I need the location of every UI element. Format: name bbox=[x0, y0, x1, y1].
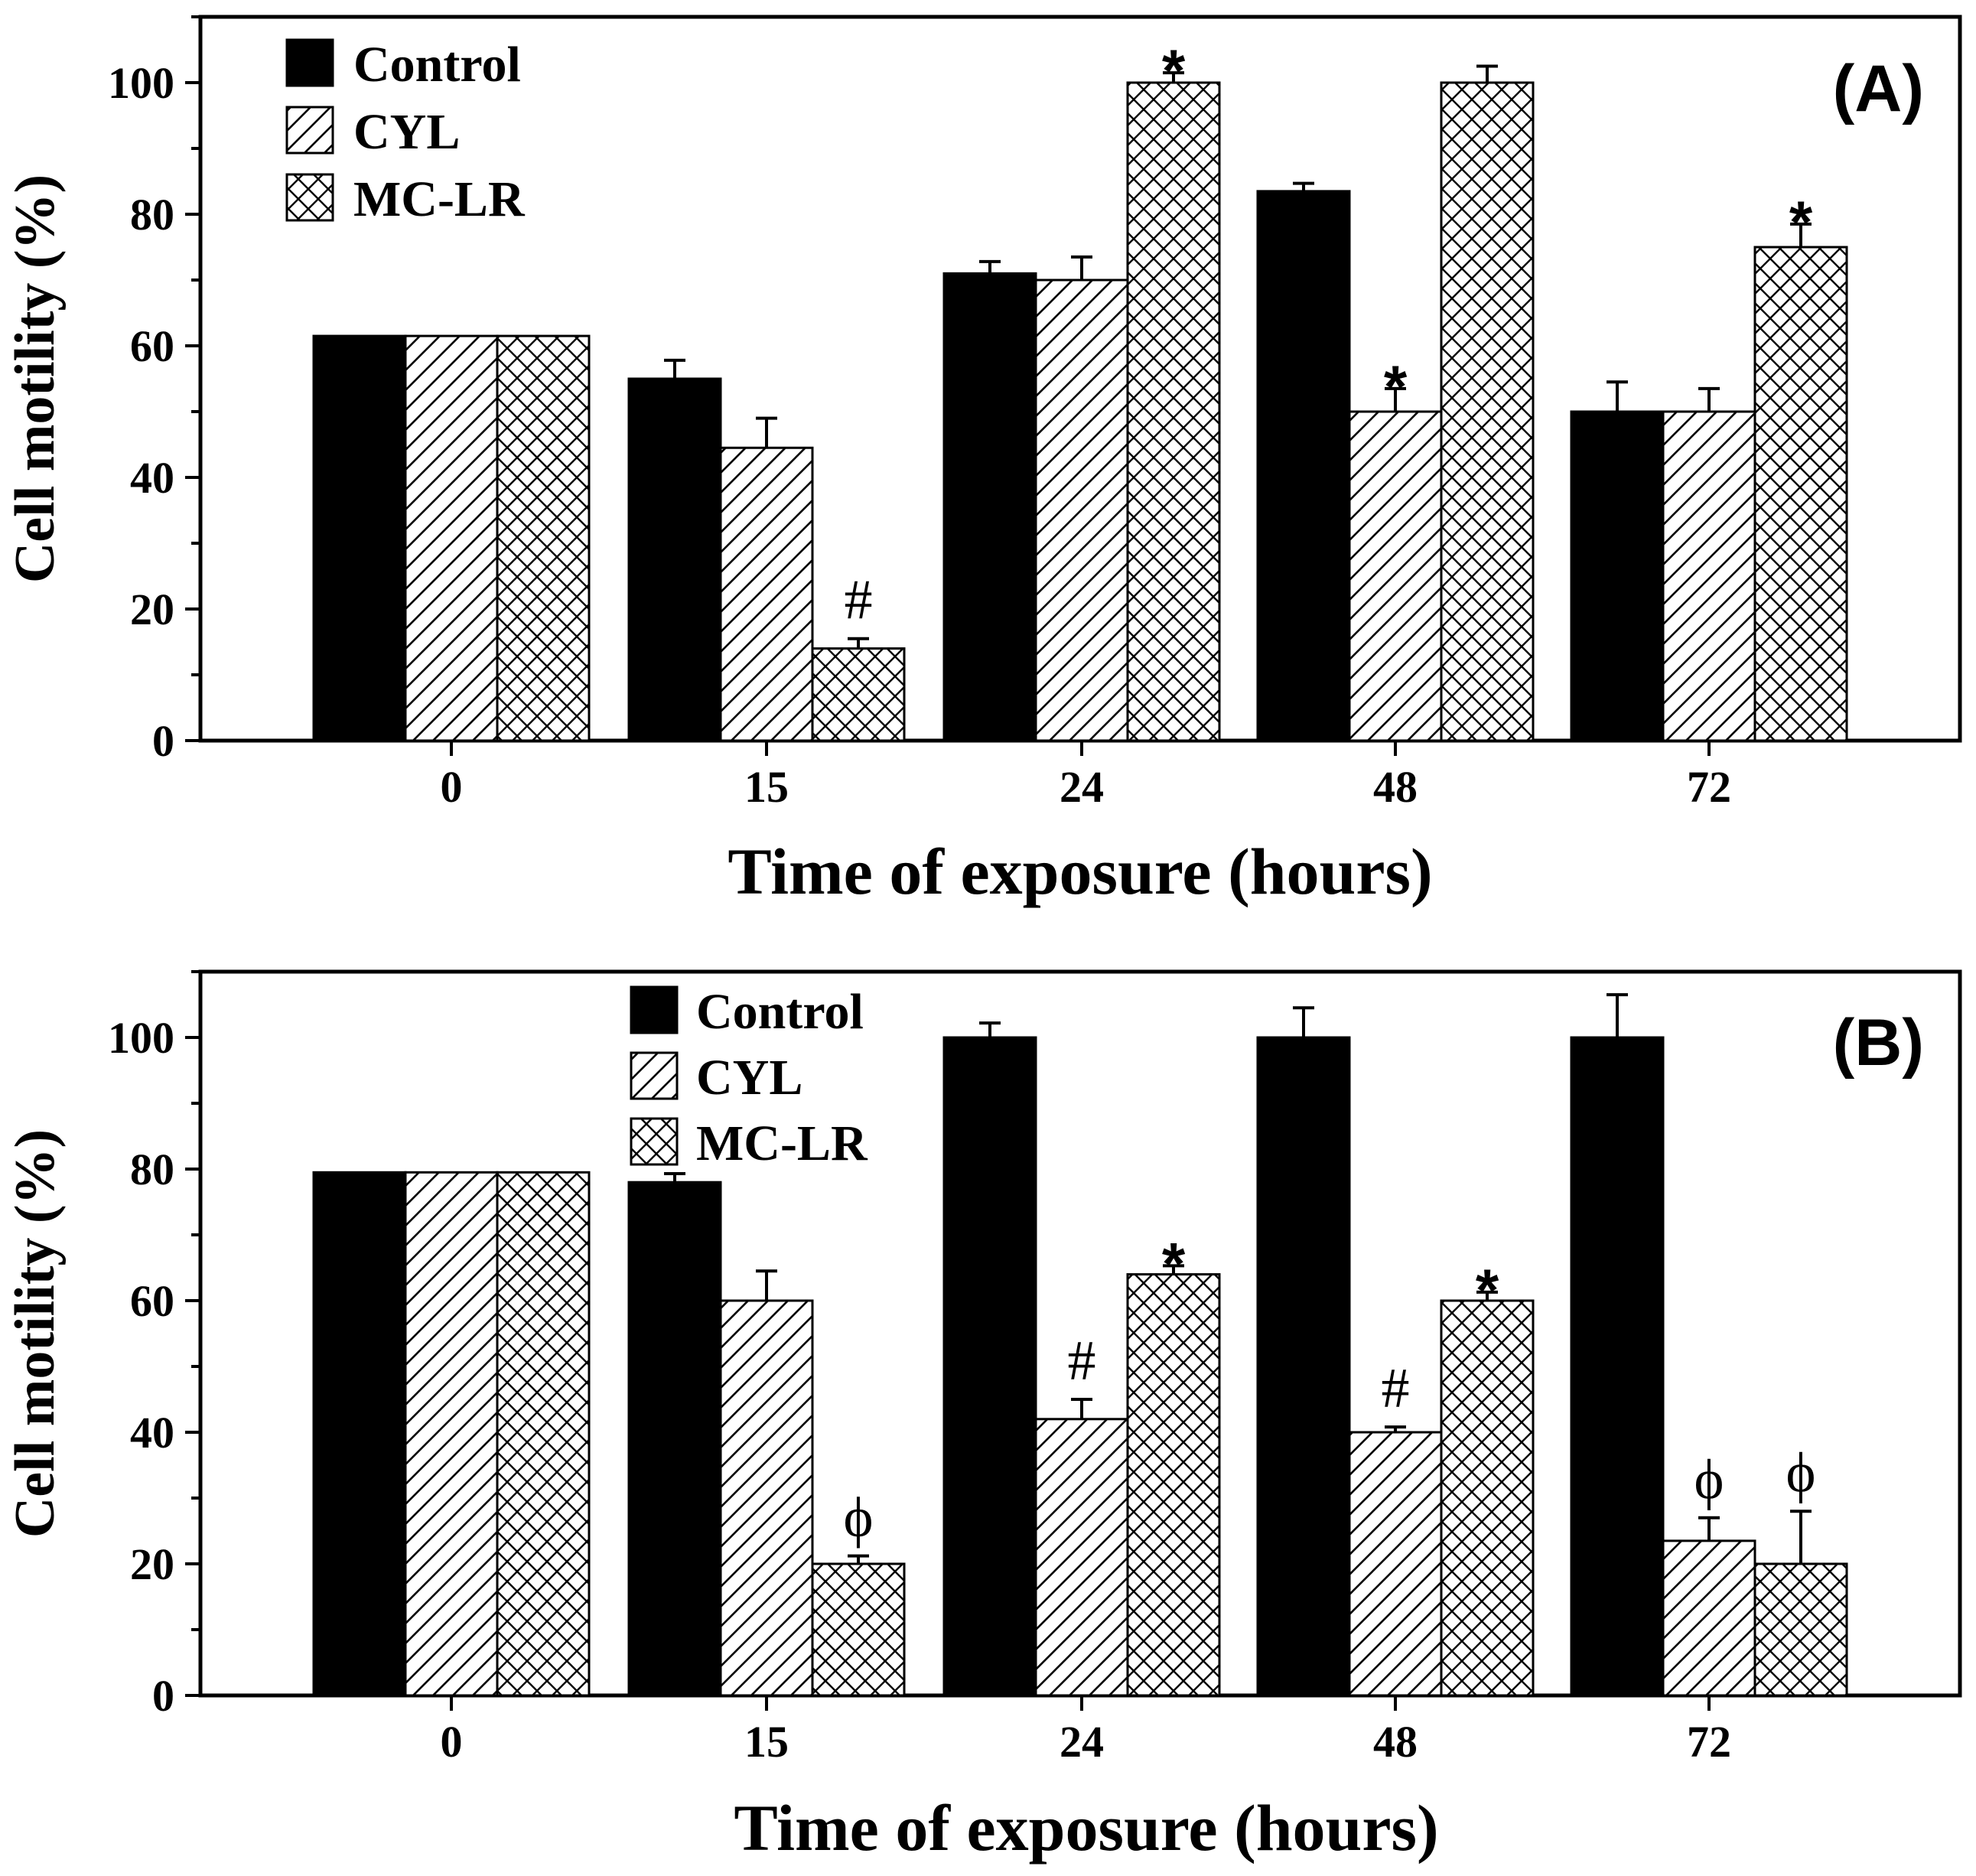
legend-label-cyl: CYL bbox=[696, 1050, 802, 1106]
significance-mark: ϕ bbox=[844, 1487, 874, 1549]
legend-swatch-mc-lr bbox=[630, 1117, 679, 1166]
bar-cyl bbox=[1662, 410, 1756, 742]
y-tick-label: 40 bbox=[130, 1408, 174, 1457]
bar-cyl bbox=[1348, 410, 1443, 742]
y-tick-label: 60 bbox=[130, 1276, 174, 1326]
bars-group bbox=[312, 64, 1848, 742]
bar-control bbox=[312, 334, 407, 742]
y-axis-title: Cell motility (%) bbox=[4, 174, 67, 583]
y-tick-label: 80 bbox=[130, 1145, 174, 1194]
legend: Control CYL MC-LR bbox=[630, 984, 868, 1171]
bars-group bbox=[312, 993, 1848, 1697]
y-axis-ticks bbox=[185, 970, 200, 1697]
x-tick-label: 72 bbox=[1687, 1717, 1731, 1767]
x-axis-title: Time of exposure (hours) bbox=[734, 1791, 1438, 1865]
bar-cyl bbox=[719, 446, 814, 742]
bar-mc-lr bbox=[1440, 81, 1535, 742]
legend-label-control: Control bbox=[353, 37, 521, 93]
panel-label-b: (B) bbox=[1833, 1006, 1924, 1080]
bar-cyl bbox=[1034, 278, 1129, 742]
significance-marks: # * * * bbox=[845, 37, 1813, 632]
x-axis-tick-labels: 0 15 24 48 72 bbox=[441, 762, 1732, 812]
bar-control bbox=[1570, 410, 1665, 742]
x-axis-title: Time of exposure (hours) bbox=[728, 835, 1432, 908]
bar-cyl bbox=[1662, 1539, 1756, 1697]
legend-label-cyl: CYL bbox=[353, 104, 460, 160]
bar-mc-lr bbox=[1126, 1273, 1221, 1697]
y-tick-label: 80 bbox=[130, 190, 174, 239]
legend-label-control: Control bbox=[696, 984, 864, 1040]
legend-swatch-cyl bbox=[630, 1051, 679, 1100]
y-tick-label: 60 bbox=[130, 321, 174, 371]
x-tick-label: 0 bbox=[441, 1717, 463, 1767]
x-tick-label: 48 bbox=[1373, 1717, 1418, 1767]
significance-marks: ϕ#*#*ϕ ϕ bbox=[844, 1229, 1816, 1549]
bar-mc-lr bbox=[1126, 81, 1221, 742]
y-tick-label: 20 bbox=[130, 585, 174, 634]
bar-cyl bbox=[1348, 1431, 1443, 1697]
legend: Control CYL MC-LR bbox=[285, 37, 526, 227]
bar-mc-lr bbox=[496, 334, 591, 742]
legend-swatch-cyl bbox=[285, 106, 334, 155]
x-tick-label: 24 bbox=[1060, 762, 1104, 812]
bar-mc-lr bbox=[811, 1562, 906, 1697]
x-tick-label: 48 bbox=[1373, 762, 1418, 812]
y-tick-label: 100 bbox=[108, 1013, 174, 1063]
y-axis-title: Cell motility (%) bbox=[4, 1129, 67, 1538]
significance-mark: * bbox=[1789, 188, 1813, 256]
legend-swatch-control bbox=[630, 985, 679, 1034]
y-tick-label: 0 bbox=[152, 716, 174, 766]
bar-control bbox=[1256, 1036, 1351, 1697]
bar-control bbox=[627, 377, 722, 742]
bar-control bbox=[312, 1171, 407, 1697]
bar-control bbox=[942, 1036, 1037, 1697]
bar-cyl bbox=[1034, 1418, 1129, 1697]
x-tick-label: 15 bbox=[744, 1717, 789, 1767]
bar-mc-lr bbox=[1753, 1562, 1848, 1697]
bar-control bbox=[1256, 190, 1351, 742]
bar-mc-lr bbox=[811, 647, 906, 742]
bar-mc-lr bbox=[496, 1171, 591, 1697]
y-axis-ticks bbox=[185, 15, 200, 742]
panel-label-a: (A) bbox=[1833, 52, 1924, 125]
bar-cyl bbox=[404, 1171, 499, 1697]
bar-mc-lr bbox=[1440, 1299, 1535, 1697]
chart-panel-a: 0 20 40 60 80 100 0 15 24 48 72 # * * * Time of expo… bbox=[4, 15, 1962, 908]
y-axis-tick-labels: 0 20 40 60 80 100 bbox=[108, 1013, 174, 1721]
y-axis-tick-labels: 0 20 40 60 80 100 bbox=[108, 58, 174, 766]
significance-mark: * bbox=[1476, 1256, 1499, 1324]
bar-control bbox=[627, 1181, 722, 1697]
legend-label-mc-lr: MC-LR bbox=[353, 171, 526, 227]
x-tick-label: 72 bbox=[1687, 762, 1731, 812]
significance-mark: * bbox=[1162, 1229, 1186, 1297]
y-tick-label: 20 bbox=[130, 1539, 174, 1589]
bar-control bbox=[942, 272, 1037, 742]
significance-mark: ϕ bbox=[1786, 1441, 1816, 1504]
significance-mark: # bbox=[845, 569, 873, 632]
x-tick-label: 0 bbox=[441, 762, 463, 812]
bar-mc-lr bbox=[1753, 246, 1848, 742]
x-tick-label: 15 bbox=[744, 762, 789, 812]
legend-swatch-mc-lr bbox=[285, 173, 334, 222]
significance-mark: ϕ bbox=[1694, 1448, 1724, 1511]
bar-control bbox=[1570, 1036, 1665, 1697]
significance-mark: # bbox=[1068, 1330, 1096, 1392]
y-tick-label: 0 bbox=[152, 1671, 174, 1721]
legend-swatch-control bbox=[285, 38, 334, 87]
significance-mark: * bbox=[1162, 37, 1186, 104]
x-axis-tick-labels: 0 15 24 48 72 bbox=[441, 1717, 1732, 1767]
y-tick-label: 100 bbox=[108, 58, 174, 108]
significance-mark: # bbox=[1382, 1357, 1410, 1420]
x-tick-label: 24 bbox=[1060, 1717, 1104, 1767]
y-tick-label: 40 bbox=[130, 453, 174, 503]
significance-mark: * bbox=[1384, 353, 1408, 420]
x-axis-ticks bbox=[450, 741, 1711, 756]
legend-label-mc-lr: MC-LR bbox=[696, 1116, 868, 1171]
bar-cyl bbox=[719, 1299, 814, 1697]
x-axis-ticks bbox=[450, 1695, 1711, 1711]
bar-cyl bbox=[404, 334, 499, 742]
